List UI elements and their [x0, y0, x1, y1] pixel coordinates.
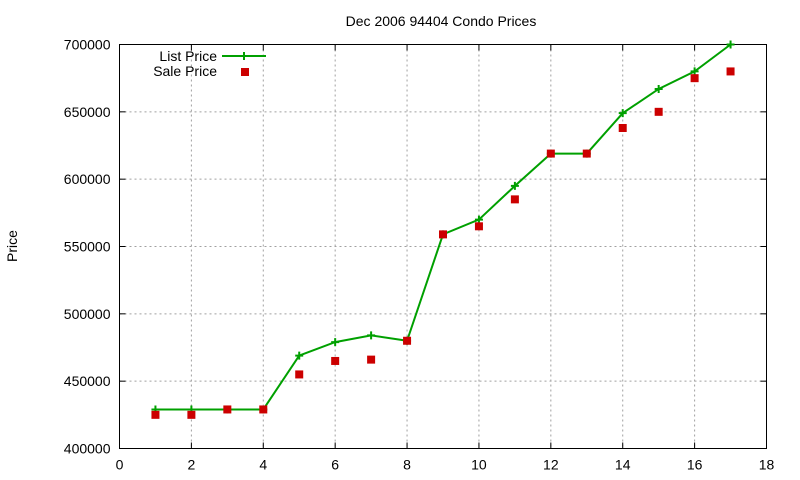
- list-price-point: [510, 181, 519, 190]
- y-tick-label: 500000: [64, 306, 111, 322]
- list-price-point: [618, 109, 627, 118]
- x-tick-label: 6: [331, 457, 339, 473]
- x-tick-label: 12: [543, 457, 559, 473]
- y-tick-label: 550000: [64, 239, 111, 255]
- sale-price-point: [259, 405, 268, 414]
- list-price-point: [726, 40, 735, 49]
- legend-marker-sale-price: [241, 68, 249, 76]
- x-tick-label: 4: [259, 457, 267, 473]
- y-tick-label: 450000: [64, 373, 111, 389]
- y-axis-label: Price: [4, 230, 20, 262]
- list-price-point: [367, 331, 376, 340]
- ticks: 0 2 4 6 8 10 12 14 16 18 400000 450000 500000 550000 6…: [64, 37, 775, 473]
- legend-marker-list-price: [240, 52, 248, 60]
- sale-price-point: [331, 356, 340, 365]
- y-tick-label: 650000: [64, 104, 111, 120]
- list-price-point: [654, 84, 663, 93]
- x-tick-label: 18: [759, 457, 775, 473]
- list-price-point: [474, 215, 483, 224]
- sale-price-point: [582, 149, 591, 158]
- sale-price-point: [187, 410, 196, 419]
- y-tick-label: 700000: [64, 37, 111, 53]
- list-price-point: [331, 338, 340, 347]
- x-tick-label: 8: [403, 457, 411, 473]
- x-tick-label: 14: [615, 457, 631, 473]
- sale-price-point: [726, 67, 735, 76]
- plot-border: [119, 44, 767, 449]
- sale-price-point: [690, 74, 699, 83]
- list-price-point: [295, 351, 304, 360]
- legend-label-sale-price: Sale Price: [153, 63, 217, 79]
- legend-label-list-price: List Price: [159, 48, 217, 64]
- x-tick-label: 2: [187, 457, 195, 473]
- sale-price-point: [367, 355, 376, 364]
- y-tick-label: 400000: [64, 441, 111, 457]
- x-tick-label: 16: [687, 457, 703, 473]
- list-price-line: [155, 43, 732, 411]
- series-layer: [151, 40, 735, 419]
- x-tick-label: 0: [116, 457, 124, 473]
- sale-price-point: [510, 195, 519, 204]
- sale-price-point: [439, 230, 447, 239]
- sale-price-point: [403, 336, 412, 345]
- sale-price-point: [618, 123, 627, 132]
- grid: [119, 44, 767, 449]
- chart-title: Dec 2006 94404 Condo Prices: [346, 13, 537, 29]
- sale-price-point: [654, 107, 663, 116]
- x-tick-label: 10: [471, 457, 487, 473]
- y-tick-label: 600000: [64, 171, 111, 187]
- sale-price-point: [223, 405, 232, 414]
- sale-price-point: [295, 370, 304, 379]
- sale-price-point: [474, 222, 483, 231]
- list-price-point: [690, 67, 699, 76]
- legend: List Price Sale Price: [153, 48, 266, 79]
- sale-price-point: [151, 410, 160, 419]
- sale-price-point: [546, 149, 555, 158]
